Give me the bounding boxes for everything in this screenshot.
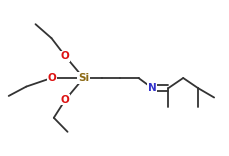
Text: O: O <box>61 51 70 61</box>
Text: Si: Si <box>78 73 89 83</box>
Text: O: O <box>47 73 56 83</box>
Text: O: O <box>61 95 70 105</box>
Text: N: N <box>148 83 157 93</box>
